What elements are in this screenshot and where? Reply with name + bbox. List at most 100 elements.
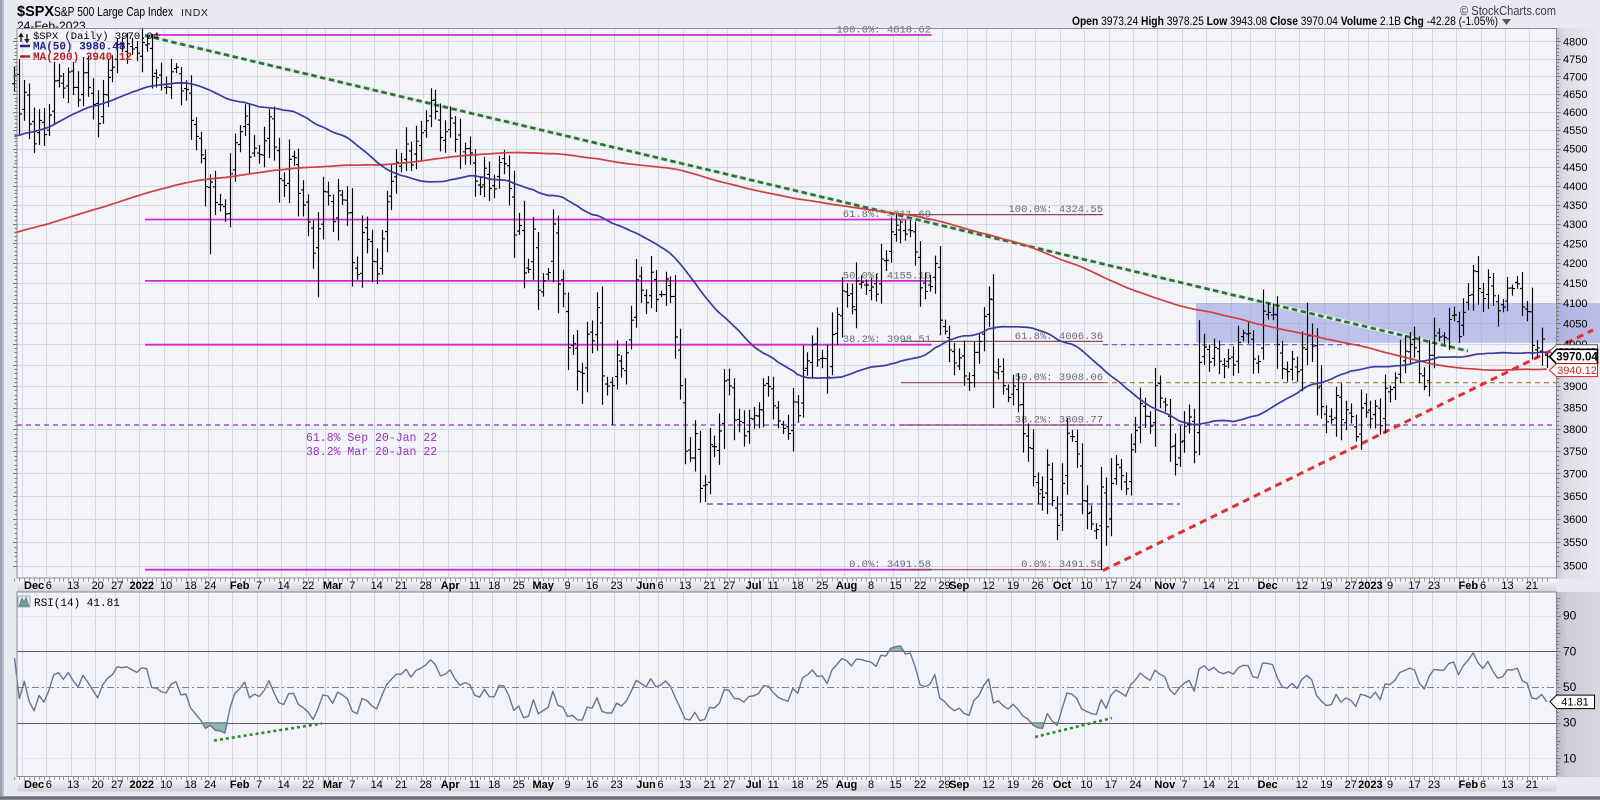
svg-text:13: 13 <box>1501 580 1513 592</box>
svg-text:14: 14 <box>1203 580 1215 592</box>
svg-text:3700: 3700 <box>1563 469 1587 481</box>
svg-text:Sep: Sep <box>949 779 969 791</box>
svg-text:8: 8 <box>868 779 874 791</box>
svg-text:24: 24 <box>204 779 216 791</box>
svg-text:Feb: Feb <box>1459 580 1479 592</box>
svg-text:Feb: Feb <box>230 779 250 791</box>
svg-text:7: 7 <box>1181 580 1187 592</box>
svg-text:25: 25 <box>816 580 828 592</box>
svg-text:7: 7 <box>349 580 355 592</box>
svg-text:4600: 4600 <box>1563 107 1587 119</box>
svg-text:38.2% Mar 20-Jan 22: 38.2% Mar 20-Jan 22 <box>306 446 437 459</box>
svg-text:Dec: Dec <box>24 580 44 592</box>
svg-text:4800: 4800 <box>1563 36 1587 48</box>
svg-text:4450: 4450 <box>1563 162 1587 174</box>
svg-text:4650: 4650 <box>1563 89 1587 101</box>
svg-text:3970.04: 3970.04 <box>1556 352 1598 364</box>
svg-text:Jul: Jul <box>746 779 762 791</box>
svg-text:Sep: Sep <box>949 580 969 592</box>
svg-text:22: 22 <box>914 779 926 791</box>
svg-text:23: 23 <box>1428 580 1440 592</box>
svg-text:4100: 4100 <box>1563 298 1587 310</box>
svg-text:23: 23 <box>610 580 622 592</box>
svg-text:14: 14 <box>371 779 383 791</box>
svg-text:21: 21 <box>1227 779 1239 791</box>
svg-text:21: 21 <box>703 580 715 592</box>
svg-text:27: 27 <box>1345 580 1357 592</box>
svg-text:4300: 4300 <box>1563 219 1587 231</box>
svg-text:Apr: Apr <box>441 779 461 791</box>
svg-text:May: May <box>532 580 554 592</box>
svg-text:2022: 2022 <box>130 779 154 791</box>
svg-text:25: 25 <box>513 580 525 592</box>
svg-text:18: 18 <box>792 779 804 791</box>
svg-text:11: 11 <box>469 580 480 592</box>
svg-text:Oct: Oct <box>1053 779 1072 791</box>
svg-text:MA(50) 3980.48: MA(50) 3980.48 <box>33 42 126 54</box>
svg-text:16: 16 <box>586 580 598 592</box>
svg-text:14: 14 <box>278 779 290 791</box>
svg-text:4700: 4700 <box>1563 71 1587 83</box>
svg-text:2022: 2022 <box>130 580 154 592</box>
svg-text:23: 23 <box>610 779 622 791</box>
svg-text:7: 7 <box>256 779 262 791</box>
svg-text:2023: 2023 <box>1358 580 1382 592</box>
svg-text:Dec: Dec <box>1258 779 1278 791</box>
svg-text:Mar: Mar <box>323 779 343 791</box>
svg-text:MA(200) 3940.12: MA(200) 3940.12 <box>33 52 132 64</box>
svg-text:14: 14 <box>1203 779 1215 791</box>
svg-text:18: 18 <box>792 580 804 592</box>
svg-text:10: 10 <box>160 779 172 791</box>
svg-text:7: 7 <box>256 580 262 592</box>
svg-text:10: 10 <box>1080 580 1092 592</box>
svg-text:4050: 4050 <box>1563 319 1587 331</box>
svg-text:16: 16 <box>586 779 598 791</box>
svg-text:10: 10 <box>1080 779 1092 791</box>
svg-text:61.8% Sep 20-Jan 22: 61.8% Sep 20-Jan 22 <box>306 432 437 445</box>
svg-text:100.0%: 4324.55: 100.0%: 4324.55 <box>1008 204 1103 216</box>
svg-text:12: 12 <box>982 779 994 791</box>
svg-text:27: 27 <box>723 580 735 592</box>
svg-text:38.2%: 3998.51: 38.2%: 3998.51 <box>843 334 931 346</box>
svg-text:41.81: 41.81 <box>1561 697 1589 709</box>
svg-text:13: 13 <box>679 779 691 791</box>
svg-text:18: 18 <box>185 779 197 791</box>
svg-text:25: 25 <box>513 779 525 791</box>
svg-text:© StockCharts.com: © StockCharts.com <box>1460 4 1556 18</box>
svg-text:17: 17 <box>1105 580 1117 592</box>
svg-text:13: 13 <box>67 779 79 791</box>
svg-text:3550: 3550 <box>1563 537 1587 549</box>
svg-text:Feb: Feb <box>230 580 250 592</box>
svg-text:INDX: INDX <box>181 7 209 19</box>
svg-text:25: 25 <box>816 779 828 791</box>
svg-text:Mar: Mar <box>323 580 343 592</box>
svg-text:Open 3973.24 High 3978.25 Low: Open 3973.24 High 3978.25 Low 3943.08 Cl… <box>1072 14 1498 28</box>
svg-text:9: 9 <box>565 779 571 791</box>
svg-text:24: 24 <box>204 580 216 592</box>
svg-text:21: 21 <box>1526 580 1538 592</box>
svg-text:4250: 4250 <box>1563 238 1587 250</box>
svg-text:11: 11 <box>767 779 778 791</box>
svg-text:Aug: Aug <box>836 580 857 592</box>
svg-text:20: 20 <box>92 580 104 592</box>
svg-text:18: 18 <box>488 580 500 592</box>
svg-text:$SPX (Daily) 3970.04: $SPX (Daily) 3970.04 <box>33 31 159 43</box>
svg-text:17: 17 <box>1408 580 1420 592</box>
svg-text:26: 26 <box>1031 779 1043 791</box>
svg-text:7: 7 <box>349 779 355 791</box>
svg-text:22: 22 <box>302 580 314 592</box>
svg-text:3940.12: 3940.12 <box>1557 365 1597 377</box>
svg-text:19: 19 <box>1320 779 1332 791</box>
svg-text:2023: 2023 <box>1358 779 1382 791</box>
svg-text:61.8%: 4006.36: 61.8%: 4006.36 <box>1015 331 1103 343</box>
svg-text:13: 13 <box>679 580 691 592</box>
svg-text:90: 90 <box>1563 609 1577 623</box>
svg-text:50.0%: 4155.10: 50.0%: 4155.10 <box>843 270 931 282</box>
svg-text:29: 29 <box>938 580 950 592</box>
svg-text:0.0%: 3491.58: 0.0%: 3491.58 <box>1021 559 1103 571</box>
svg-text:17: 17 <box>1105 779 1117 791</box>
svg-text:6: 6 <box>1480 779 1486 791</box>
svg-text:6: 6 <box>658 580 664 592</box>
svg-text:13: 13 <box>67 580 79 592</box>
svg-text:Jun: Jun <box>636 580 656 592</box>
